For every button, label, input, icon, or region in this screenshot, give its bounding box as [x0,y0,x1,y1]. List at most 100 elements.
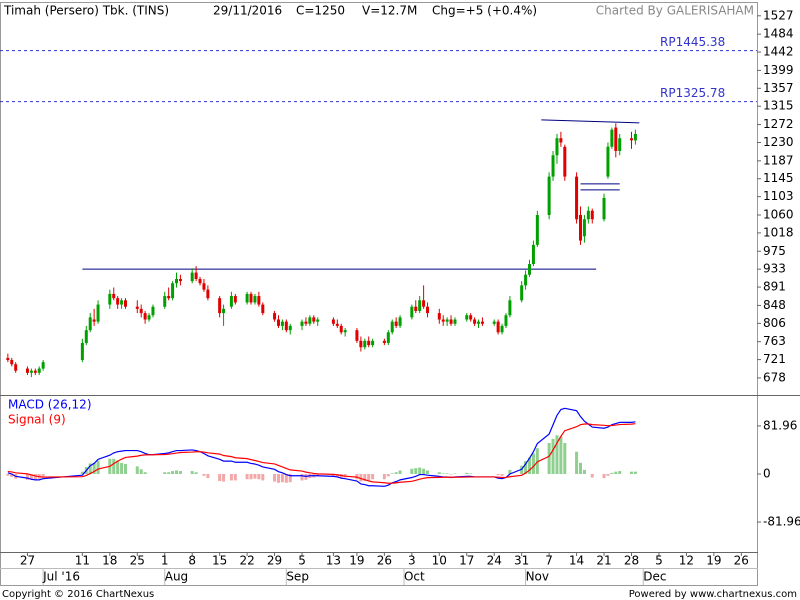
candle-body [480,321,484,324]
x-tick-label: 31 [514,554,529,568]
x-tick-label: 28 [624,554,639,568]
histogram-bar [555,435,559,474]
histogram-bar [610,472,614,474]
histogram-bar [453,473,457,474]
histogram-bar [386,474,390,477]
candle-body [414,306,418,311]
histogram-bar [508,469,512,474]
x-tick-label: 3 [408,554,416,568]
candle-body [590,210,594,220]
histogram-bar [229,474,233,481]
histogram-bar [80,471,84,474]
candle-body [163,296,167,307]
month-label: Nov [526,570,549,584]
candle-body [504,315,508,326]
y-tick-label: 1230 [763,135,794,149]
histogram-bar [371,474,375,480]
stock-title: Timah (Persero) Tbk. (TINS) [3,4,169,18]
candle-body [437,313,441,320]
candle-body [496,321,500,333]
x-tick-label: 14 [569,554,584,568]
histogram-bar [359,474,363,482]
histogram-bar [633,471,637,474]
histogram-bar [535,448,539,474]
indicator-line [7,407,636,487]
candle-body [410,306,414,318]
candle-body [465,315,469,320]
quote-date: 29/11/2016 [213,4,282,18]
histogram-bar [175,470,179,474]
legend-label: MACD (26,12) [8,398,92,412]
histogram-bar [426,470,430,474]
histogram-bar [273,474,277,482]
candle-body [143,313,147,320]
candle-body [555,138,559,156]
candle-body [390,321,394,333]
histogram-bar [582,469,586,474]
x-tick-label: 26 [734,554,749,568]
candle-body [84,330,88,343]
histogram-bar [143,472,147,474]
histogram-bar [563,442,567,474]
histogram-bar [190,471,194,474]
candle-body [426,306,430,314]
x-tick-label: 13 [326,554,341,568]
y-tick-label: 891 [763,280,786,294]
candle-body [151,306,155,316]
candle-body [469,315,473,320]
candle-body [386,332,390,343]
y-tick-label: 1399 [763,63,794,77]
histogram-bar [618,471,622,474]
histogram-bar [578,462,582,474]
y-tick-label: 975 [763,244,786,258]
candle-body [586,210,590,220]
candle-body [253,296,257,303]
x-tick-label: 17 [459,554,474,568]
histogram-bar [469,473,473,474]
histogram-bar [284,474,288,483]
y-tick-label: 1145 [763,171,794,185]
histogram-bar [496,474,500,476]
month-label: Dec [643,570,666,584]
y-tick-label: 678 [763,370,786,384]
histogram-bar [276,474,280,483]
y-tick-label: 806 [763,316,786,330]
histogram-bar [524,461,528,474]
x-tick-label: 11 [75,554,90,568]
candle-body [222,308,226,314]
histogram-bar [398,470,402,474]
histogram-bar [41,474,45,477]
y-tick-label: 1272 [763,117,794,131]
histogram-bar [449,474,453,475]
candle-body [312,317,316,322]
y-tick-label: 763 [763,334,786,348]
candle-body [382,340,386,343]
histogram-bar [528,457,532,474]
candle-body [171,283,175,299]
candle-body [29,370,33,373]
y-tick-label: 1060 [763,207,794,221]
histogram-bar [382,474,386,480]
change: Chg=+5 (+0.4%) [432,4,537,18]
candle-body [37,368,41,373]
candle-body [245,293,249,303]
candle-body [261,304,265,314]
histogram-bar [135,466,139,474]
x-tick-label: 29 [267,554,282,568]
candle-body [316,319,320,322]
y-tick-label: 1527 [763,8,794,22]
candle-body [582,219,586,237]
candle-body [198,278,202,284]
candle-body [339,325,343,333]
price-level-label: RP1325.78 [660,86,725,100]
candle-body [531,244,535,265]
candle-body [33,370,37,373]
credit: Charted By GALERISAHAM [596,4,754,18]
histogram-bar [414,468,418,474]
y-tick-label: 933 [763,262,786,276]
candle-body [418,300,422,311]
histogram-bar [33,474,37,480]
histogram-bar [606,474,610,476]
x-tick-label: 5 [655,554,663,568]
